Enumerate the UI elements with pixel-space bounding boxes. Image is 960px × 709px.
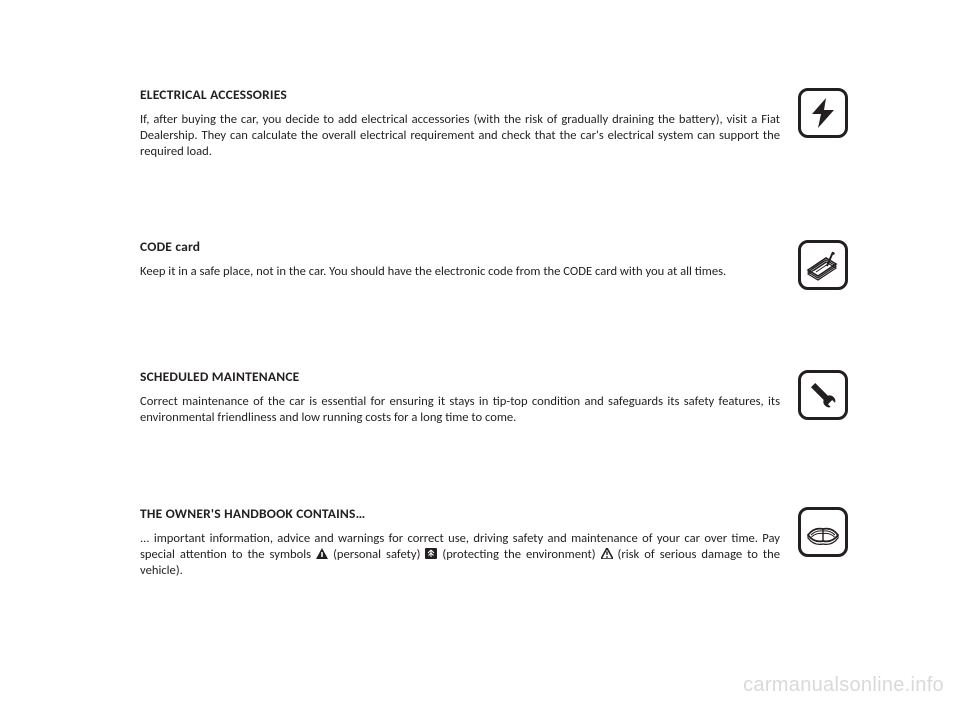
code-card-icon [798, 240, 848, 290]
manual-page: ELECTRICAL ACCESSORIES If, after buying … [0, 0, 960, 709]
text-block: SCHEDULED MAINTENANCE Correct maintenanc… [140, 368, 780, 426]
section-scheduled-maintenance: SCHEDULED MAINTENANCE Correct maintenanc… [140, 368, 848, 426]
section-owners-handbook: THE OWNER'S HANDBOOK CONTAINS… ... impor… [140, 505, 848, 579]
heading: SCHEDULED MAINTENANCE [140, 368, 780, 385]
section-electrical-accessories: ELECTRICAL ACCESSORIES If, after buying … [140, 86, 848, 160]
body-text: Correct maintenance of the car is essent… [140, 394, 780, 426]
lightning-bolt-icon [798, 88, 848, 138]
personal-safety-icon [316, 548, 328, 559]
text-block: CODE card Keep it in a safe place, not i… [140, 238, 780, 280]
heading: THE OWNER'S HANDBOOK CONTAINS… [140, 505, 780, 522]
inline2-label: (protecting the environment) [442, 547, 600, 562]
open-book-icon [798, 507, 848, 557]
heading: ELECTRICAL ACCESSORIES [140, 86, 780, 103]
text-block: THE OWNER'S HANDBOOK CONTAINS… ... impor… [140, 505, 780, 579]
inline1-label: (personal safety) [333, 547, 425, 562]
wrench-icon [798, 370, 848, 420]
text-block: ELECTRICAL ACCESSORIES If, after buying … [140, 86, 780, 160]
body-text: Keep it in a safe place, not in the car.… [140, 264, 780, 280]
environment-icon [425, 548, 437, 559]
vehicle-risk-icon [601, 548, 613, 559]
body-text: ... important information, advice and wa… [140, 531, 780, 579]
body-text: If, after buying the car, you decide to … [140, 112, 780, 160]
watermark: carmanualsonline.info [743, 674, 944, 697]
heading: CODE card [140, 238, 780, 255]
section-code-card: CODE card Keep it in a safe place, not i… [140, 238, 848, 290]
